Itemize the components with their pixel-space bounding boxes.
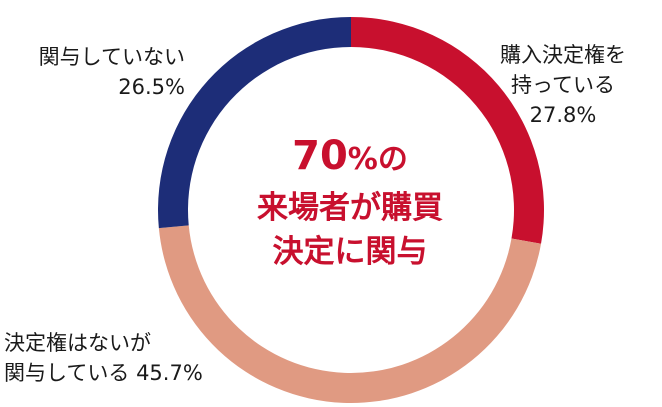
slice-involved-no-authority (158, 225, 542, 404)
label-involved-no-authority: 決定権はないが 関与している 45.7% (4, 328, 203, 388)
center-big-percent: % (347, 142, 378, 177)
center-big-suffix: の (377, 142, 408, 177)
label-none-value: 26.5% (118, 75, 185, 99)
center-headline-line2: 来場者が購買 (257, 190, 443, 226)
center-big-number: 70 (292, 133, 348, 179)
center-headline: 70%の 来場者が購買 決定に関与 (210, 130, 490, 274)
label-involved-line2: 関与している (4, 361, 130, 385)
center-headline-line1: 70%の (210, 130, 490, 186)
label-decision-value: 27.8% (529, 103, 597, 127)
label-not-involved: 関与していない 26.5% (10, 42, 185, 102)
label-decision-line2: 持っている (511, 73, 615, 97)
slice-decision-maker (351, 17, 544, 244)
label-none-line1: 関与していない (38, 45, 185, 69)
label-decision-line1: 購入決定権を (500, 43, 626, 67)
label-involved-value: 45.7% (136, 361, 203, 385)
label-involved-line2-row: 関与している 45.7% (4, 358, 203, 388)
center-headline-line3: 決定に関与 (272, 234, 428, 270)
label-decision-maker: 購入決定権を 持っている 27.8% (488, 40, 638, 130)
label-involved-line1: 決定権はないが (4, 331, 151, 355)
slice-not-involved (157, 17, 351, 229)
